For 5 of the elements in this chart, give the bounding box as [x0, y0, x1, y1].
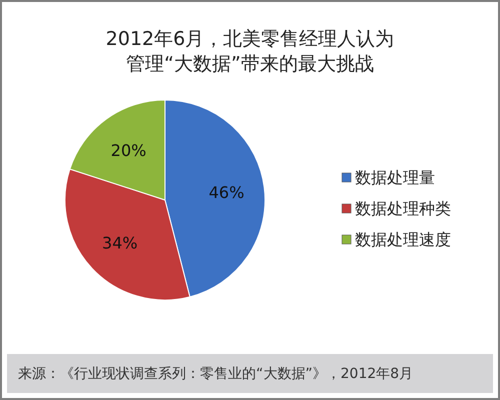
legend-label: 数据处理速度 — [355, 230, 451, 249]
legend-label: 数据处理种类 — [355, 199, 451, 218]
legend-label: 数据处理量 — [355, 168, 435, 187]
source: 来源：《行业现状调查系列：零售业的“大数据”》，2012年8月 — [18, 366, 414, 382]
title: 2012年6月，北美零售经理人认为管理“大数据”带来的最大挑战 — [106, 28, 394, 75]
